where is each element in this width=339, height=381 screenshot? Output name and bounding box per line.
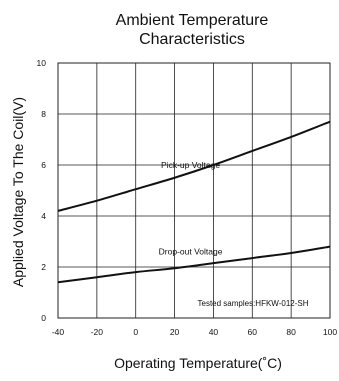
y-axis-label: Applied Voltage To The Coil(V) [10,97,26,287]
x-tick-label: 40 [209,327,219,337]
y-tick-label: 4 [41,211,46,221]
x-tick-label: -40 [52,327,65,337]
grid [58,63,330,318]
y-tick-label: 2 [41,262,46,272]
x-tick-label: -20 [91,327,104,337]
plot-frame [57,62,331,319]
y-tick-label: 8 [41,109,46,119]
series-labels: Pick-up Voltage Drop-out Voltage [159,160,223,257]
annotation-text: Tested samples:HFKW-012-SH [198,299,309,308]
series-line-pick-up [57,120,331,212]
series-lines [57,120,331,284]
tick-labels: -40 -20 0 20 40 60 80 100 0 2 4 6 8 10 [37,58,338,337]
x-tick-label: 100 [323,327,337,337]
series-line-drop-out [57,245,331,284]
series-label: Pick-up Voltage [161,160,220,170]
x-tick-label: 20 [170,327,180,337]
x-axis-label: Operating Temperature(˚C) [114,355,282,371]
y-tick-label: 6 [41,160,46,170]
y-tick-label: 10 [37,58,47,68]
y-tick-label: 0 [41,313,46,323]
x-tick-label: 80 [286,327,296,337]
plot-border [57,62,331,319]
x-tick-label: 0 [133,327,138,337]
chart-title-line-1: Ambient Temperature [116,12,269,29]
chart-title-line-2: Characteristics [139,31,245,48]
series-label: Drop-out Voltage [159,246,223,256]
x-tick-label: 60 [248,327,258,337]
